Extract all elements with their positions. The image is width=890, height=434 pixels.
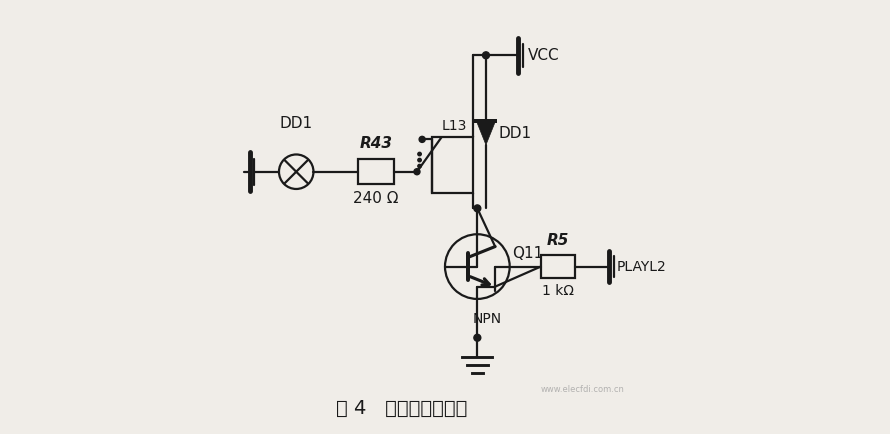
Text: L13: L13 [442,119,467,133]
Text: www.elecfdi.com.cn: www.elecfdi.com.cn [541,385,625,394]
Circle shape [417,164,421,168]
Circle shape [473,205,481,212]
Text: DD1: DD1 [279,116,312,131]
Text: 图 4   继电器控制电路: 图 4 继电器控制电路 [336,399,467,418]
Text: NPN: NPN [473,312,502,326]
Text: PLAYL2: PLAYL2 [617,260,667,273]
Circle shape [473,334,481,341]
Bar [432,137,473,193]
Polygon shape [476,121,496,145]
Text: DD1: DD1 [499,125,532,141]
Circle shape [417,158,421,162]
Text: R5: R5 [546,233,570,248]
Circle shape [419,136,425,142]
Circle shape [414,169,420,175]
Bar [358,159,394,184]
Text: 1 kΩ: 1 kΩ [542,284,574,298]
Text: Q11: Q11 [512,246,543,261]
Circle shape [417,152,421,156]
Text: R43: R43 [360,135,392,151]
Circle shape [482,52,490,59]
Text: 240 Ω: 240 Ω [353,191,399,206]
Bar [541,255,575,278]
Text: VCC: VCC [528,48,560,63]
